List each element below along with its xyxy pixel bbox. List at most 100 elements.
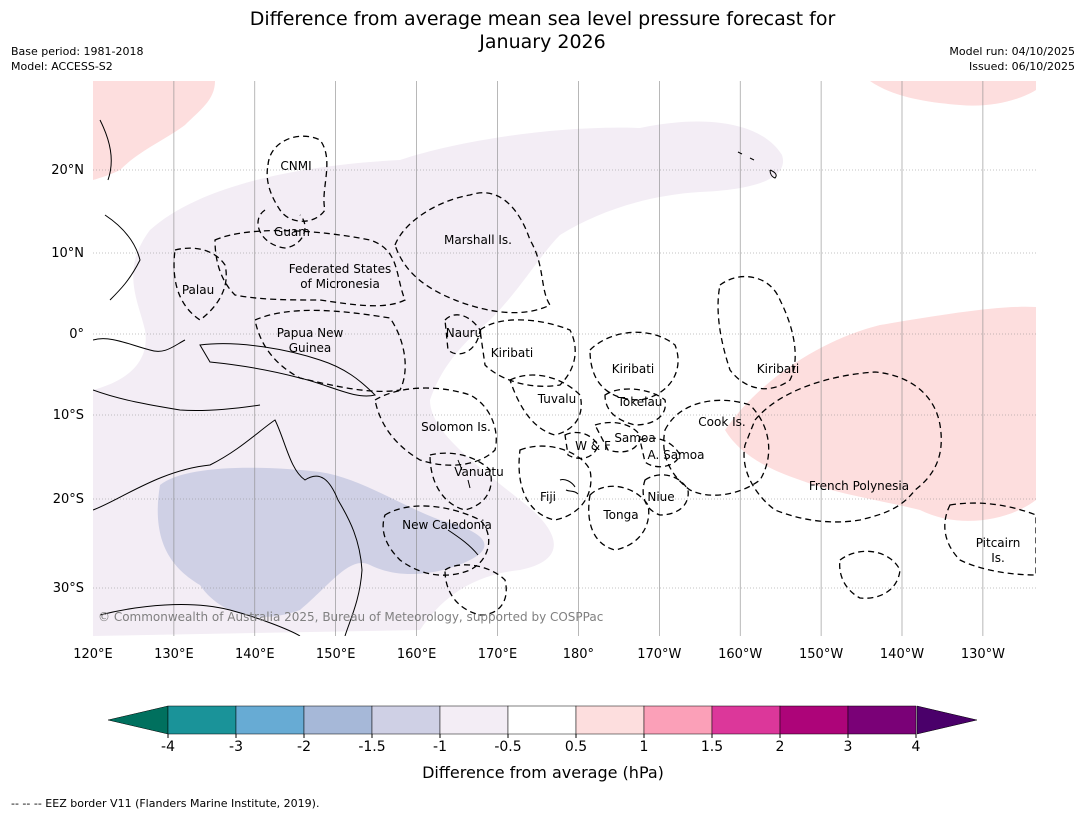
colorbar-bin — [575, 705, 645, 735]
eez-tokelau — [604, 388, 667, 426]
lat-label: 20°S — [53, 492, 84, 507]
place-french-polynesia: French Polynesia — [809, 479, 909, 493]
place-american-samoa: A. Samoa — [648, 448, 705, 462]
lon-label: 160°W — [718, 647, 762, 662]
coastline-fiji — [559, 479, 579, 495]
colorbar-tick-label: 4 — [912, 739, 921, 755]
colorbar-tick-label: 3 — [844, 739, 853, 755]
eez-solomon — [374, 387, 497, 466]
lon-label: 120°E — [73, 647, 113, 662]
colorbar-tick-label: 2 — [776, 739, 785, 755]
eez-fsm — [214, 229, 406, 307]
place-new-caledonia: New Caledonia — [402, 518, 492, 532]
colorbar-tick-label: -1 — [433, 739, 447, 755]
place-fsm-2: of Micronesia — [300, 277, 380, 291]
coastline-philippines — [99, 119, 141, 301]
chart-title: Difference from average mean sea level p… — [0, 8, 1085, 54]
colorbar-bin — [779, 705, 849, 735]
lon-label: 140°E — [235, 647, 275, 662]
eez-footnote: -- -- -- EEZ border V11 (Flanders Marine… — [11, 797, 320, 810]
coastline-new-guinea — [199, 343, 376, 397]
lat-label: 30°S — [53, 581, 84, 596]
place-marshall: Marshall Is. — [444, 233, 512, 247]
lon-label: 140°W — [880, 647, 924, 662]
eez-guam — [257, 209, 306, 249]
longitude-gridlines — [173, 81, 984, 636]
longitude-labels: 120°E 130°E 140°E 150°E 160°E 170°E 180° 170°W 1… — [73, 647, 1005, 662]
anomaly-region-positive-north — [93, 81, 215, 180]
colorbar-under-arrow — [107, 705, 169, 735]
place-png-1: Papua New — [277, 326, 344, 340]
place-pitcairn-1: Pitcairn — [976, 536, 1021, 550]
meta-right: Model run: 04/10/2025 Issued: 06/10/2025 — [949, 44, 1075, 74]
eez-kermadec — [444, 564, 507, 616]
eez-wallis-futuna — [564, 431, 599, 459]
coastline-hawaii — [737, 151, 777, 179]
colorbar-title: Difference from average (hPa) — [422, 763, 664, 782]
place-labels: CNMI Guam Marshall Is. Federated States … — [182, 159, 1020, 565]
meta-left: Base period: 1981-2018 Model: ACCESS-S2 — [11, 44, 143, 74]
colorbar-tick-label: 1.5 — [701, 739, 723, 755]
lon-label: 130°E — [154, 647, 194, 662]
eez-niue — [642, 474, 689, 516]
eez-pitcairn — [944, 502, 1036, 576]
colorbar-bin — [371, 705, 441, 735]
place-niue: Niue — [647, 490, 674, 504]
eez-fiji — [518, 445, 592, 521]
place-samoa: Samoa — [614, 431, 655, 445]
eez-tonga — [588, 485, 650, 551]
title-line-1: Difference from average mean sea level p… — [249, 8, 836, 30]
map-area: CNMI Guam Marshall Is. Federated States … — [93, 81, 1036, 636]
eez-png — [254, 309, 406, 392]
lat-label: 0° — [69, 327, 84, 342]
colorbar-tick-label: -3 — [229, 739, 243, 755]
lon-label: 150°E — [316, 647, 356, 662]
coastline-indonesia — [93, 338, 261, 412]
place-solomon: Solomon Is. — [421, 420, 491, 434]
colorbar-tick-label: -0.5 — [494, 739, 521, 755]
eez-tuvalu — [509, 374, 582, 436]
lon-label: 180° — [563, 647, 594, 662]
eez-nauru — [444, 314, 481, 355]
eez-borders — [173, 135, 1036, 616]
coastline-new-caledonia — [447, 529, 479, 556]
latitude-labels: 20°N 10°N 0° 10°S 20°S 30°S — [51, 163, 84, 596]
eez-cook — [663, 399, 770, 496]
place-palau: Palau — [182, 283, 214, 297]
place-kiribati-east: Kiribati — [757, 362, 799, 376]
eez-new-caledonia — [382, 505, 490, 576]
latitude-gridlines — [93, 169, 1036, 589]
colorbar-tick-label: 0.5 — [565, 739, 587, 755]
model-name: Model: ACCESS-S2 — [11, 60, 113, 73]
colorbar-bin — [303, 705, 373, 735]
issued-date: Issued: 06/10/2025 — [968, 60, 1075, 73]
lon-label: 170°W — [637, 647, 681, 662]
model-run: Model run: 04/10/2025 — [949, 45, 1075, 58]
colorbar-tick-label: -1.5 — [358, 739, 385, 755]
colorbar-tick-label: -4 — [161, 739, 175, 755]
eez-cnmi — [266, 135, 328, 222]
coastline-australia — [93, 419, 363, 636]
eez-french-polynesia — [743, 371, 942, 523]
eez-south-pacific — [839, 550, 901, 599]
lat-label: 10°N — [51, 246, 84, 261]
place-png-2: Guinea — [289, 341, 332, 355]
eez-american-samoa — [639, 437, 681, 468]
eez-vanuatu — [429, 452, 492, 511]
lon-label: 150°W — [799, 647, 843, 662]
lat-label: 20°N — [51, 163, 84, 178]
title-line-2: January 2026 — [479, 31, 606, 53]
eez-palau — [173, 247, 227, 321]
base-period: Base period: 1981-2018 — [11, 45, 144, 58]
place-cnmi: CNMI — [280, 159, 311, 173]
lat-label: 10°S — [53, 408, 84, 423]
place-wallis-futuna: W & F — [575, 439, 611, 453]
lon-label: 130°W — [961, 647, 1005, 662]
colorbar-tick-label: 1 — [640, 739, 649, 755]
anomaly-region-positive-east — [725, 306, 1036, 521]
colorbar-bin — [167, 705, 237, 735]
colorbar-bin — [439, 705, 509, 735]
colorbar-ticks: -4 -3 -2 -1.5 -1 -0.5 0.5 1 1.5 2 3 4 — [161, 734, 921, 755]
lon-label: 170°E — [478, 647, 518, 662]
place-kiribati-central: Kiribati — [612, 362, 654, 376]
